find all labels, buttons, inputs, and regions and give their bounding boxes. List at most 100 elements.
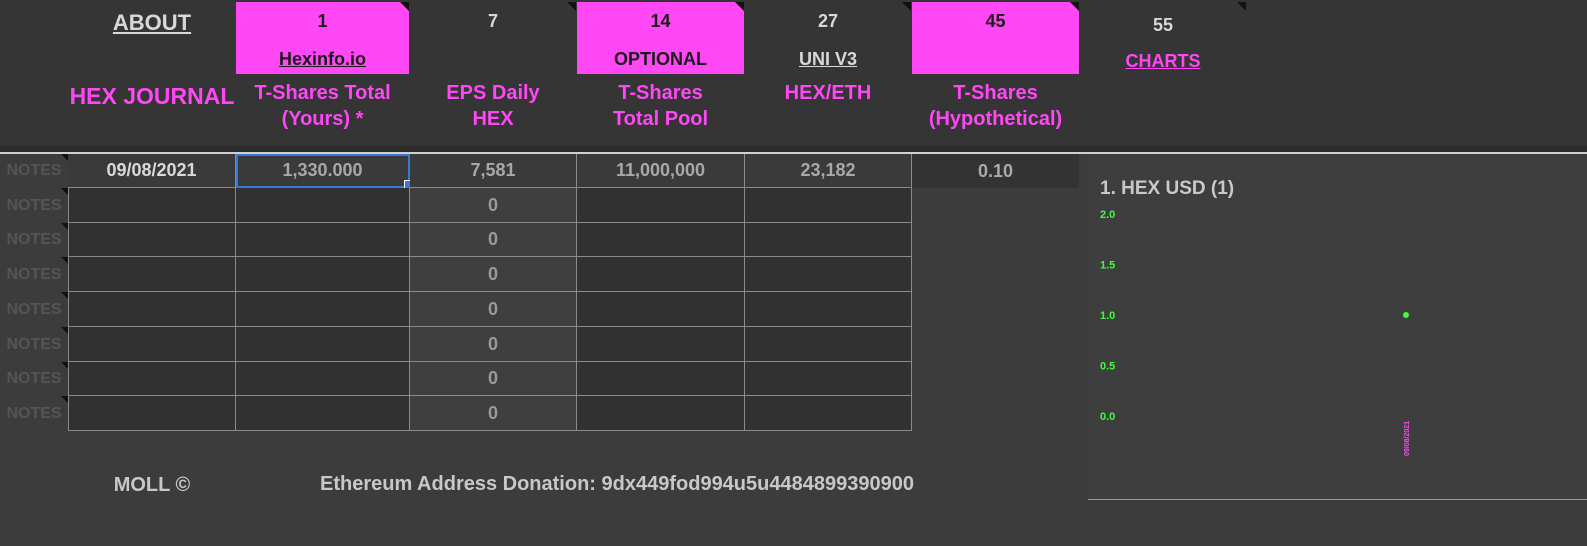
total-pool-cell[interactable] — [577, 327, 745, 362]
hex-usd-chart: 2.0 1.5 1.0 0.5 0.0 09/08/2021 — [1100, 209, 1411, 456]
y-tick-label: 2.0 — [1100, 209, 1115, 221]
date-cell[interactable] — [68, 327, 236, 362]
notes-label[interactable]: NOTES — [6, 370, 62, 387]
copyright-label: MOLL © — [113, 473, 191, 496]
hex-eth-cell[interactable] — [745, 396, 912, 431]
notes-label[interactable]: NOTES — [6, 265, 62, 283]
hex-eth-cell[interactable] — [745, 327, 912, 362]
tshares-yours-cell[interactable] — [236, 257, 410, 292]
uni-v3-link-label: UNI V3 — [798, 48, 858, 69]
column-header-hex-eth: HEX/ETH — [784, 82, 872, 104]
column-header-hypothetical: T-Shares (Hypothetical) — [912, 80, 1079, 132]
tshares-yours-cell[interactable] — [236, 396, 410, 431]
tshares-yours-cell[interactable] — [236, 292, 410, 327]
uni-v3-link[interactable]: UNI V3 — [745, 46, 911, 72]
tshares-yours-cell[interactable] — [236, 362, 410, 396]
hex-eth-cell[interactable] — [745, 292, 912, 327]
note-marker — [61, 292, 68, 299]
hexinfo-link[interactable]: Hexinfo.io — [278, 48, 366, 69]
hex-eth-cell[interactable] — [745, 362, 912, 396]
total-pool-cell[interactable] — [577, 396, 745, 431]
data-point[interactable] — [1403, 312, 1409, 318]
total-pool-cell[interactable] — [577, 188, 745, 223]
header-separator — [0, 146, 1587, 154]
column-header-line: Total Pool — [612, 108, 709, 130]
note-marker — [61, 362, 68, 369]
cell-note-marker — [735, 2, 744, 11]
date-cell[interactable] — [68, 396, 236, 431]
header-cell-hypothetical[interactable] — [912, 2, 1079, 74]
notes-label[interactable]: NOTES — [6, 231, 62, 248]
charts-link[interactable]: CHARTS — [1080, 48, 1246, 74]
notes-label[interactable]: NOTES — [6, 162, 62, 179]
column-header-line: T-Shares — [618, 82, 703, 104]
column-header-line: T-Shares Total — [254, 82, 391, 104]
eps-daily-cell[interactable]: 0 — [410, 223, 577, 257]
column-number: 7 — [487, 10, 498, 31]
notes-label[interactable]: NOTES — [6, 335, 62, 353]
column-header-line: (Hypothetical) — [928, 108, 1063, 130]
notes-label[interactable]: NOTES — [6, 300, 62, 318]
eps-daily-cell[interactable]: 0 — [410, 362, 577, 396]
date-cell[interactable] — [68, 257, 236, 292]
column-header-line: HEX — [472, 108, 514, 130]
note-marker — [61, 223, 68, 230]
date-cell[interactable] — [68, 362, 236, 396]
x-tick-label: 09/08/2021 — [1404, 421, 1411, 456]
note-marker — [61, 396, 68, 403]
cell-note-marker — [1237, 2, 1246, 11]
header-cell-total-pool[interactable] — [577, 2, 744, 74]
about-link-label: ABOUT — [112, 10, 192, 35]
y-tick-label: 0.0 — [1100, 411, 1115, 423]
column-number: 45 — [985, 10, 1006, 31]
tshares-yours-cell[interactable] — [236, 188, 410, 223]
column-header-line: (Yours) * — [281, 108, 364, 130]
column-header-tshares-yours: T-Shares Total (Yours) * — [236, 80, 409, 132]
eps-daily-cell[interactable]: 0 — [410, 292, 577, 327]
header-cell-tshares-yours[interactable] — [236, 2, 409, 74]
note-marker — [61, 154, 68, 161]
eps-daily-cell[interactable]: 0 — [410, 188, 577, 223]
total-pool-cell[interactable]: 11,000,000 — [577, 154, 745, 188]
about-link[interactable]: ABOUT — [68, 6, 236, 40]
column-number: 14 — [650, 10, 671, 31]
cell-note-marker — [902, 2, 911, 11]
tshares-yours-cell[interactable]: 1,330.000 — [236, 154, 410, 188]
total-pool-cell[interactable] — [577, 223, 745, 257]
column-header-line: T-Shares — [953, 82, 1038, 104]
column-header-line: EPS Daily — [446, 82, 540, 104]
total-pool-cell[interactable] — [577, 292, 745, 327]
y-tick-label: 1.5 — [1100, 260, 1115, 272]
column-number: 1 — [317, 10, 328, 31]
eps-daily-cell[interactable]: 0 — [410, 327, 577, 362]
tshares-yours-cell[interactable] — [236, 223, 410, 257]
date-cell[interactable] — [68, 188, 236, 223]
app-title: HEX JOURNAL — [69, 83, 235, 109]
note-marker — [61, 327, 68, 334]
total-pool-cell[interactable] — [577, 257, 745, 292]
donation-address: Ethereum Address Donation: 9dx449fod994u… — [320, 473, 914, 495]
hex-eth-cell[interactable]: 23,182 — [745, 154, 912, 188]
y-tick-label: 0.5 — [1100, 361, 1115, 373]
cell-note-marker — [567, 2, 576, 11]
date-cell[interactable] — [68, 292, 236, 327]
notes-label[interactable]: NOTES — [6, 196, 62, 214]
hex-eth-cell[interactable] — [745, 188, 912, 223]
eps-daily-cell[interactable]: 7,581 — [410, 154, 577, 188]
eps-daily-cell[interactable]: 0 — [410, 396, 577, 431]
chart-panel[interactable]: 1. HEX USD (1) 2.0 1.5 1.0 0.5 0.0 09/08/2021 — [1088, 154, 1587, 500]
notes-label[interactable]: NOTES — [6, 404, 62, 422]
hex-eth-cell[interactable] — [745, 223, 912, 257]
eps-daily-cell[interactable]: 0 — [410, 257, 577, 292]
column-header-total-pool: T-Shares Total Pool — [577, 80, 744, 132]
cell-note-marker — [1070, 2, 1079, 11]
total-pool-cell[interactable] — [577, 362, 745, 396]
optional-label: OPTIONAL — [614, 48, 707, 69]
hex-eth-cell[interactable] — [745, 257, 912, 292]
date-cell[interactable]: 09/08/2021 — [68, 154, 236, 188]
tshares-yours-cell[interactable] — [236, 327, 410, 362]
note-marker — [61, 188, 68, 195]
date-cell[interactable] — [68, 223, 236, 257]
hypothetical-cell[interactable]: 0.10 — [912, 154, 1079, 188]
y-tick-label: 1.0 — [1100, 310, 1115, 322]
